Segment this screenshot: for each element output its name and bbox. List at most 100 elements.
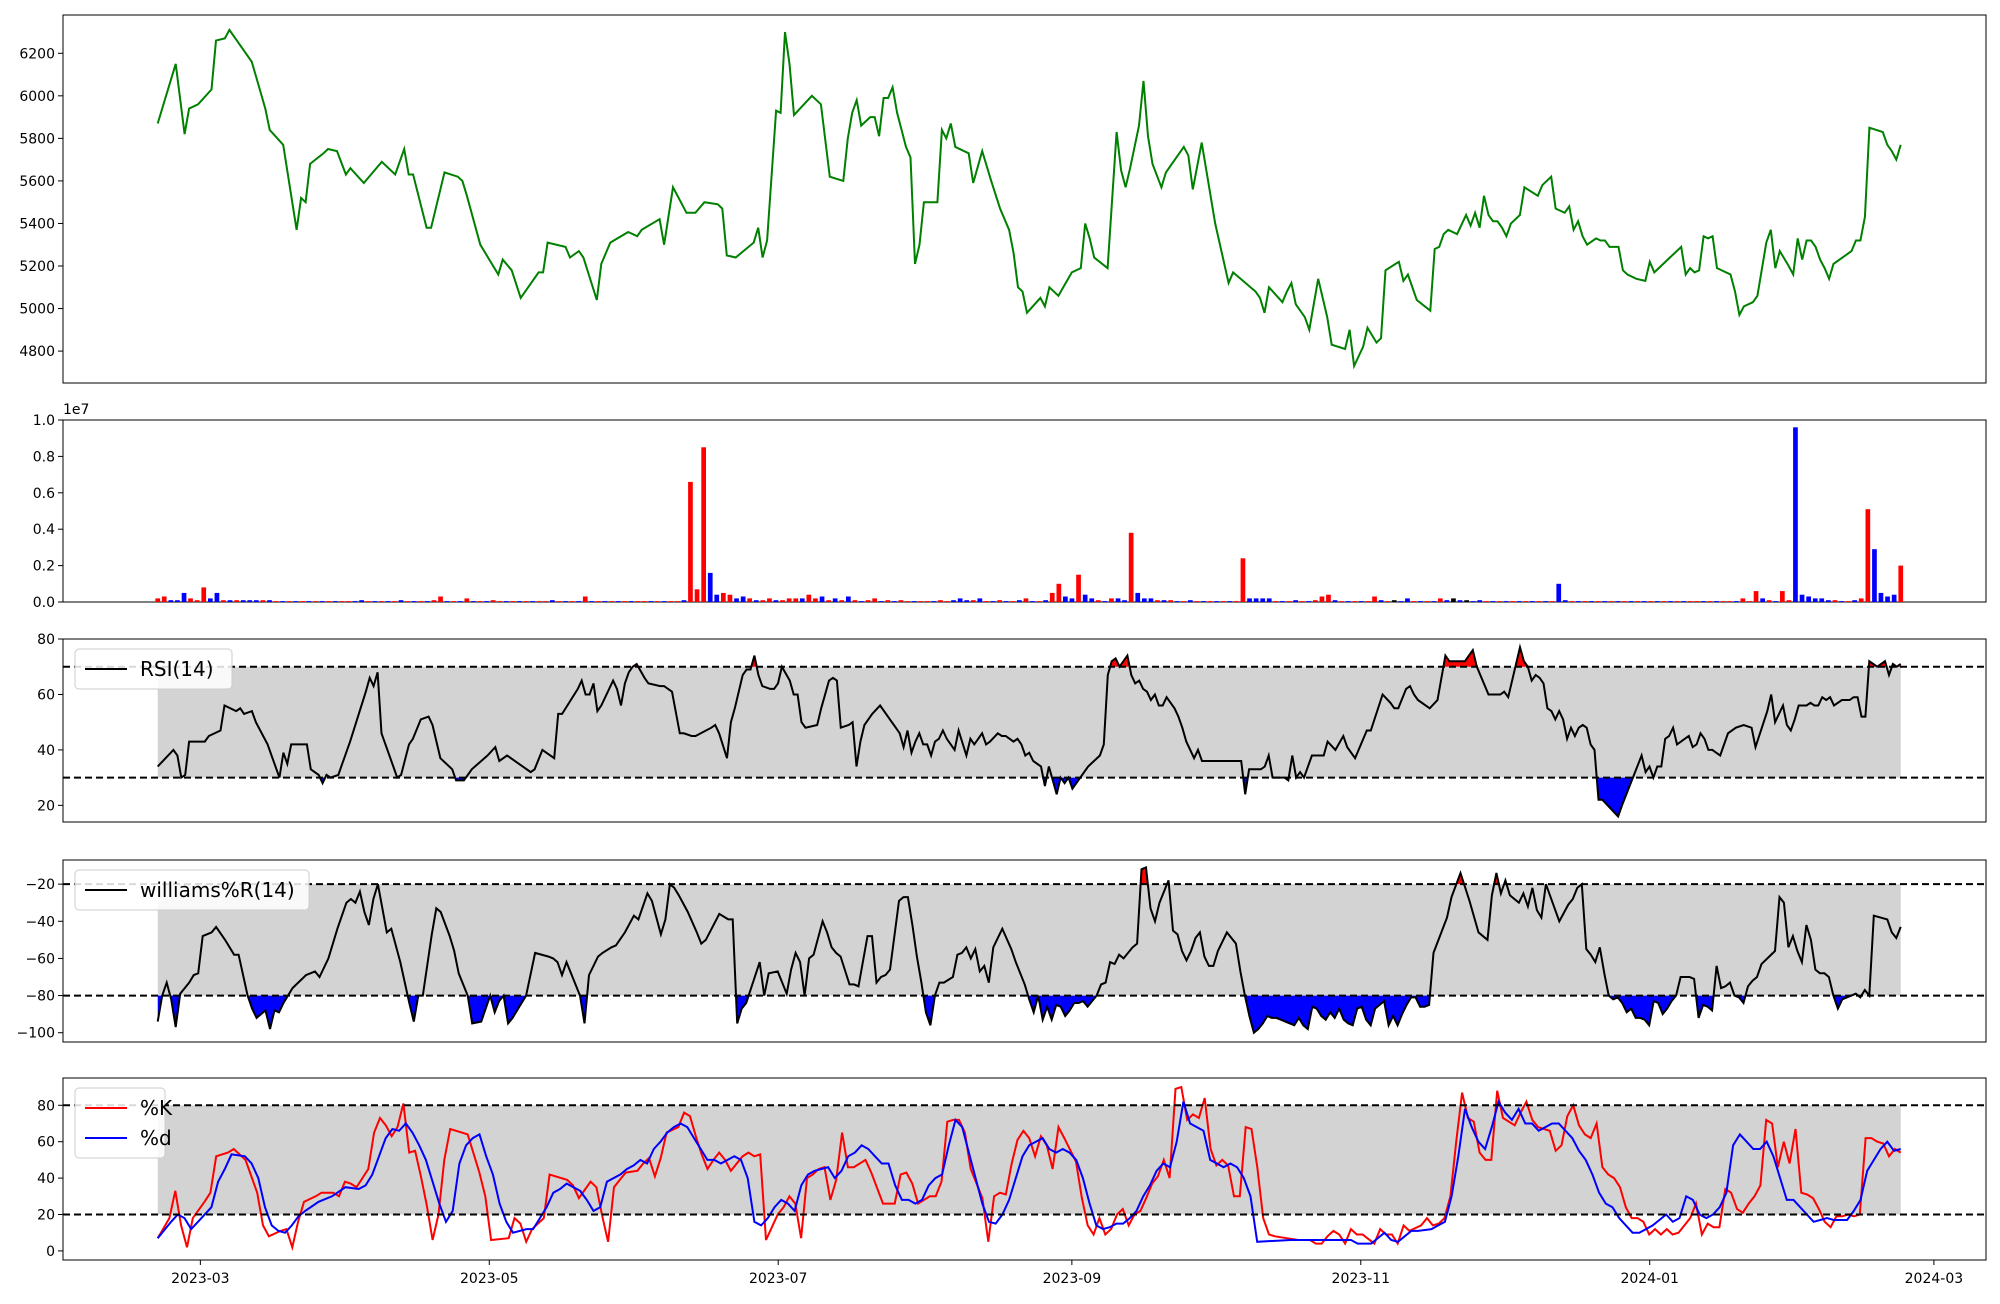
volume-bar	[1780, 591, 1785, 602]
volume-bar	[333, 601, 338, 602]
volume-bar	[1076, 574, 1081, 602]
volume-bar	[1661, 601, 1667, 602]
volume-bar	[300, 601, 305, 602]
volume-bar	[260, 600, 266, 602]
volume-bar	[1089, 598, 1095, 602]
panel-frame-3	[62, 859, 1987, 1043]
volume-bar	[1707, 601, 1713, 602]
volume-bar	[1523, 601, 1529, 602]
volume-bar	[1733, 601, 1739, 602]
volume-bar	[1582, 601, 1588, 602]
y-tick-label: 4800	[19, 344, 55, 360]
volume-bar	[1313, 600, 1318, 602]
x-tick-label: 2023-11	[1332, 1271, 1391, 1287]
volume-bar	[1872, 549, 1877, 602]
volume-bar	[247, 600, 253, 602]
volume-bar	[615, 601, 621, 602]
volume-bar	[1135, 592, 1141, 602]
volume-bar	[319, 601, 325, 602]
volume-bar	[1753, 591, 1759, 602]
volume-bar	[352, 601, 358, 602]
volume-bar	[379, 601, 384, 602]
volume-bar	[1457, 600, 1463, 602]
y-tick-label: −20	[25, 877, 55, 893]
volume-bar	[510, 601, 516, 602]
volume-bar	[1839, 601, 1844, 602]
volume-bar	[648, 601, 654, 602]
y-tick-label: 60	[37, 1135, 55, 1151]
volume-bar	[1372, 596, 1377, 602]
volume-bar	[661, 601, 667, 602]
volume-bar	[1799, 594, 1805, 602]
volume-bar	[1687, 601, 1693, 602]
volume-bar	[1339, 601, 1344, 602]
volume-bar	[425, 601, 430, 602]
neutral-band	[157, 666, 1901, 778]
y-tick-label: 80	[37, 632, 55, 648]
volume-bar	[622, 601, 628, 602]
volume-bar	[786, 598, 792, 602]
volume-bar	[398, 600, 404, 602]
volume-bar	[675, 601, 680, 602]
volume-bar	[471, 601, 476, 602]
volume-bar	[490, 600, 496, 602]
volume-bar	[1030, 601, 1035, 602]
volume-bar	[1510, 601, 1515, 602]
volume-bar	[1701, 601, 1706, 602]
volume-bar	[1806, 596, 1811, 602]
volume-bar	[1299, 601, 1305, 602]
legend-box	[74, 869, 310, 911]
volume-bar	[1674, 601, 1680, 602]
volume-bar	[707, 572, 713, 602]
y-tick-label: 6000	[19, 89, 55, 105]
volume-bar	[1885, 596, 1890, 602]
volume-bar	[1214, 601, 1219, 602]
volume-bar	[635, 601, 641, 602]
volume-bar	[168, 600, 174, 602]
volume-bar	[1049, 592, 1055, 602]
volume-bar	[1082, 594, 1088, 602]
volume-bar	[1543, 601, 1548, 602]
volume-bar	[1549, 601, 1555, 602]
y-tick-label: −60	[25, 951, 55, 967]
volume-bar	[642, 601, 647, 602]
volume-bar	[971, 600, 976, 602]
volume-bar	[1484, 601, 1489, 602]
volume-bar	[806, 594, 812, 602]
volume-bar	[1589, 601, 1594, 602]
neutral-band	[157, 1105, 1901, 1215]
volume-bar	[1714, 601, 1719, 602]
volume-bar	[365, 601, 371, 602]
volume-bar	[1503, 601, 1509, 602]
volume-bar	[628, 601, 634, 602]
y-tick-label: 0.4	[33, 522, 55, 538]
volume-bar	[1293, 600, 1298, 602]
volume-bar	[1056, 583, 1062, 602]
y-tick-label: 20	[37, 1208, 55, 1224]
volume-bar	[1161, 600, 1167, 602]
volume-bar	[1438, 598, 1443, 602]
volume-bar	[911, 601, 917, 602]
williams-line	[156, 865, 1902, 1035]
volume-bar	[753, 600, 759, 602]
volume-bar	[1234, 601, 1239, 602]
y-tick-label: 5000	[19, 302, 55, 318]
volume-bar	[1352, 601, 1358, 602]
volume-bar	[1280, 601, 1285, 602]
volume-bar	[411, 601, 417, 602]
volume-bar	[951, 600, 956, 602]
volume-bar	[1115, 598, 1121, 602]
volume-bar	[1326, 594, 1331, 602]
volume-bar	[1391, 600, 1397, 602]
volume-bar	[1832, 600, 1838, 602]
volume-bar	[286, 601, 292, 602]
volume-bar	[1602, 601, 1608, 602]
x-tick-label: 2023-07	[749, 1271, 808, 1287]
legend-label: %K	[140, 1096, 173, 1120]
volume-bar	[385, 601, 391, 602]
volume-bar	[846, 596, 851, 602]
volume-bar	[1155, 600, 1160, 602]
volume-bar	[918, 601, 923, 602]
